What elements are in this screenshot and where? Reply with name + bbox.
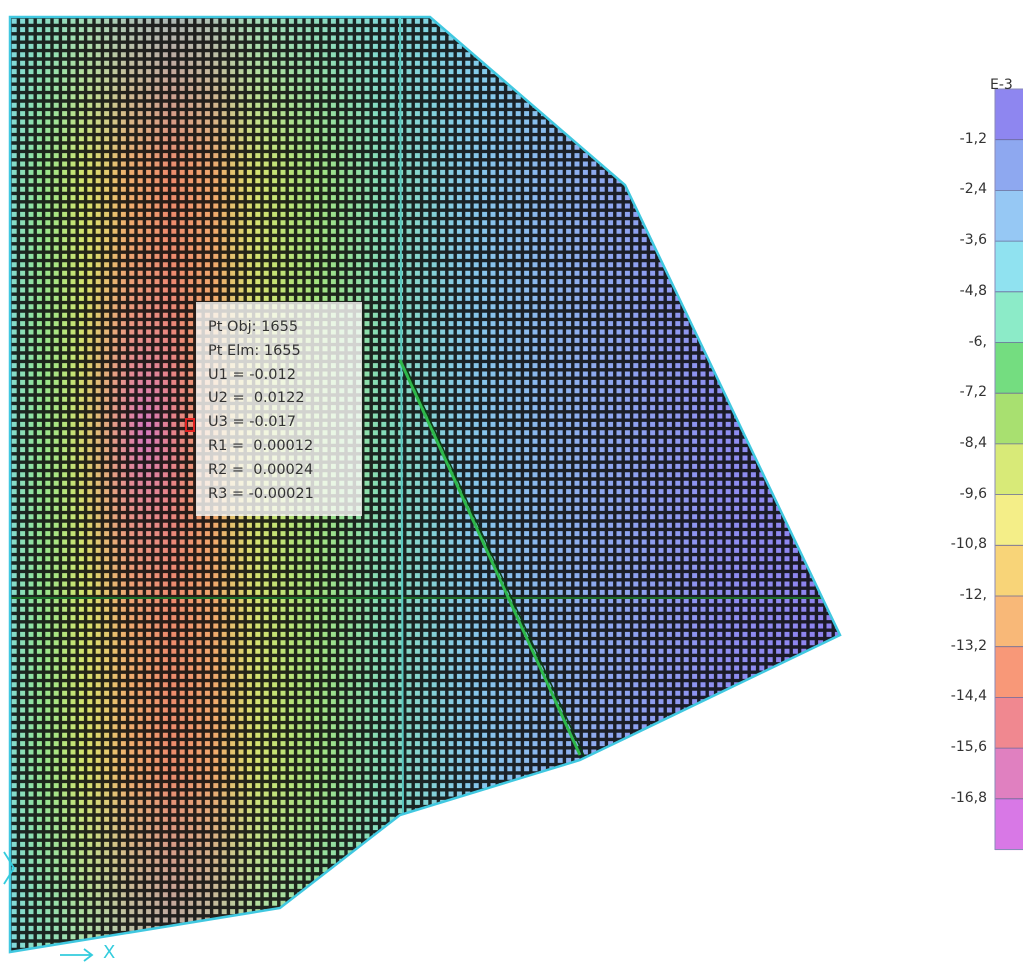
- legend-tick-label: -12,: [959, 587, 987, 603]
- r1-text: R1 = 0.00012: [208, 437, 314, 454]
- legend-tick-label: -14,4: [950, 688, 987, 705]
- legend-tick-label: -10,8: [950, 536, 987, 553]
- legend-tick-label: -1,2: [959, 130, 987, 147]
- legend-swatch: [995, 393, 1023, 445]
- u3-text: U3 = -0.017: [208, 414, 296, 431]
- axis-indicator: [3, 851, 94, 962]
- legend-units: E-3: [990, 77, 1013, 93]
- mesh-area: [10, 17, 840, 952]
- r3-text: R3 = -0.00021: [208, 485, 314, 502]
- legend-swatch: [995, 798, 1023, 851]
- legend-swatch: [995, 494, 1023, 546]
- legend-tick-label: -15,6: [950, 739, 987, 756]
- legend-swatch: [995, 139, 1023, 191]
- legend-tick-label: -6,: [968, 333, 987, 350]
- legend-swatch: [995, 596, 1023, 648]
- legend-tick-label: -9,6: [959, 485, 987, 502]
- legend-tick-label: -2,4: [959, 181, 987, 198]
- legend-swatch: [995, 291, 1023, 344]
- legend-swatch: [995, 342, 1023, 394]
- legend-tick-label: -16,8: [950, 789, 987, 806]
- legend-swatch: [995, 748, 1023, 800]
- legend-tick-label: -8,4: [959, 434, 987, 451]
- legend-tick-label: -4,8: [959, 282, 987, 299]
- x-axis-label: X: [103, 942, 116, 963]
- u2-text: U2 = 0.0122: [208, 390, 305, 407]
- legend-tick-label: -7,2: [959, 384, 987, 401]
- legend-swatch: [995, 89, 1023, 141]
- legend-swatch: [995, 443, 1023, 496]
- shape-outline: [8, 15, 842, 954]
- selected-point-marker: [185, 418, 195, 432]
- legend-tick-label: -13,2: [950, 637, 987, 654]
- legend-swatch: [995, 697, 1023, 749]
- r2-text: R2 = 0.00024: [208, 461, 314, 478]
- pt-elm-text: Pt Elm: 1655: [208, 342, 301, 359]
- legend-swatch: [995, 545, 1023, 597]
- point-info-tooltip: Pt Obj: 1655 Pt Elm: 1655 U1 = -0.012 U2…: [196, 302, 362, 516]
- legend-swatch: [995, 646, 1023, 698]
- legend-swatch: [995, 190, 1023, 242]
- pt-obj-text: Pt Obj: 1655: [208, 319, 299, 335]
- legend-tick-label: -3,6: [959, 232, 987, 249]
- u1-text: U1 = -0.012: [208, 366, 296, 383]
- legend-swatch: [995, 241, 1023, 293]
